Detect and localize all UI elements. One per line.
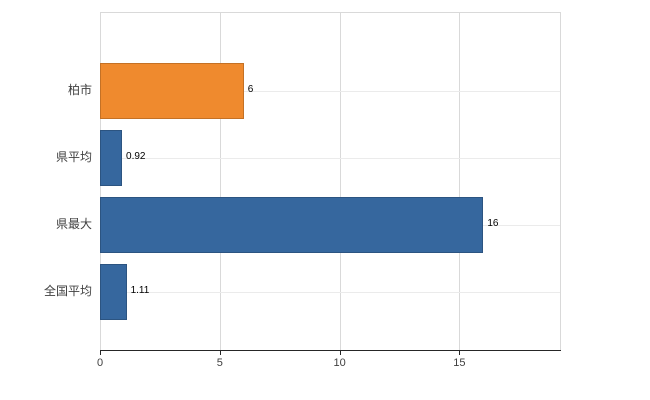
x-tick-mark bbox=[339, 350, 341, 355]
bar-value-label: 6 bbox=[247, 84, 254, 95]
bar-value-label: 16 bbox=[487, 218, 499, 229]
category-label: 全国平均 bbox=[43, 284, 92, 298]
gridline-horizontal bbox=[100, 292, 560, 293]
x-tick-label: 0 bbox=[96, 357, 104, 369]
bar bbox=[100, 63, 244, 119]
gridline-vertical bbox=[219, 13, 221, 351]
gridline-horizontal bbox=[100, 91, 560, 92]
bar bbox=[100, 130, 123, 186]
x-tick-mark bbox=[459, 350, 461, 355]
category-label: 柏市 bbox=[67, 83, 92, 97]
x-tick-label: 15 bbox=[453, 357, 466, 369]
x-tick-mark bbox=[219, 350, 221, 355]
gridline-vertical bbox=[459, 13, 461, 351]
bar bbox=[100, 197, 484, 253]
bar-value-label: 1.11 bbox=[130, 285, 150, 296]
plot-area bbox=[100, 12, 561, 351]
category-label: 県最大 bbox=[55, 217, 92, 231]
x-tick-label: 10 bbox=[333, 357, 346, 369]
bar bbox=[100, 264, 127, 320]
gridline-vertical bbox=[339, 13, 341, 351]
gridline-horizontal bbox=[100, 158, 560, 159]
x-tick-mark bbox=[100, 350, 101, 355]
x-axis-line bbox=[100, 350, 561, 351]
x-tick-label: 5 bbox=[216, 357, 223, 369]
category-label: 県平均 bbox=[55, 150, 92, 164]
bar-value-label: 0.92 bbox=[126, 151, 146, 162]
